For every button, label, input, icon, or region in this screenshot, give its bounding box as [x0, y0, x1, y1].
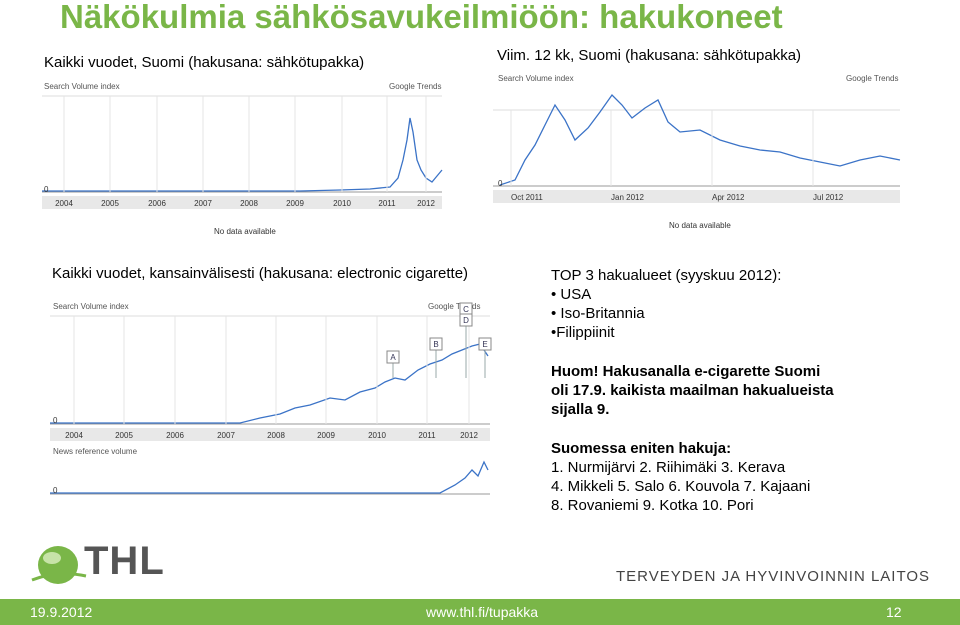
- chart-text: A: [390, 353, 396, 362]
- trend-charts: 2004 2005 2006 2007 2008 2009 2010 2011 2012 Sear…: [42, 74, 901, 495]
- chart-text: 2010: [368, 431, 386, 440]
- slide-title: Näkökulmia sähkösavukeilmiöön: hakukonee…: [60, 0, 783, 35]
- logo-mark: [31, 546, 87, 584]
- chart-text: 0: [44, 185, 49, 194]
- chart-text: News reference volume: [53, 447, 138, 456]
- marker-box: [429, 337, 443, 351]
- footer-date: 19.9.2012: [30, 604, 93, 620]
- caption: Kaikki vuodet, Suomi (hakusana: sähkötup…: [44, 54, 365, 71]
- chart-text: 2012: [460, 431, 478, 440]
- logo-highlight: [43, 552, 61, 564]
- footer-url: www.thl.fi/tupakka: [426, 604, 539, 620]
- logo-tagline: TERVEYDEN JA HYVINVOINNIN LAITOS: [616, 568, 931, 585]
- chart-text: 2005: [101, 199, 119, 208]
- chart-text: Jan 2012: [611, 193, 644, 202]
- footer-bar: [0, 599, 960, 625]
- chart-text: 2010: [333, 199, 351, 208]
- chart-text: Oct 2011: [511, 193, 543, 202]
- chart-text: No data available: [214, 227, 276, 236]
- caption: Viim. 12 kk, Suomi (hakusana: sähkötupak…: [497, 47, 802, 64]
- trend-line: [42, 117, 443, 192]
- chart-text: Jul 2012: [813, 193, 844, 202]
- logo-globe: [38, 546, 78, 584]
- note-line: oli 17.9. kaikista maailman hakualueista: [551, 382, 834, 399]
- chart-text: Search Volume index: [53, 302, 129, 311]
- cities-heading: Suomessa eniten hakuja:: [551, 440, 732, 457]
- news-line: [50, 460, 489, 494]
- chart-text: 2012: [417, 199, 435, 208]
- chart-text: 2007: [194, 199, 212, 208]
- footer-page: 12: [886, 604, 902, 620]
- chart-text: Search Volume index: [498, 74, 574, 83]
- logo-swoosh: [31, 572, 87, 582]
- note-line: Huom! Hakusanalla e-cigarette Suomi: [551, 363, 821, 380]
- trend-line: [499, 93, 901, 186]
- chart-text: C: [463, 305, 469, 314]
- chart-text: 2009: [317, 431, 335, 440]
- chart-text: 2007: [217, 431, 235, 440]
- trend-line: [50, 343, 489, 424]
- axis-strip: [50, 428, 490, 441]
- chart-text: No data available: [669, 221, 731, 230]
- axis-strip: [493, 190, 900, 203]
- chart-text: B: [433, 340, 438, 349]
- list-item: •Filippiinit: [551, 324, 615, 341]
- note-line: sijalla 9.: [551, 401, 610, 418]
- chart-text: 2008: [267, 431, 285, 440]
- chart-text: 2009: [286, 199, 304, 208]
- chart-text: E: [482, 340, 487, 349]
- list-item: • USA: [551, 286, 592, 303]
- chart-text: Google Trends: [846, 74, 898, 83]
- list-item: • Iso-Britannia: [551, 305, 645, 322]
- cities-line: 1. Nurmijärvi 2. Riihimäki 3. Kerava: [551, 459, 786, 476]
- chart-text: 0: [53, 486, 58, 495]
- chart-text: 2008: [240, 199, 258, 208]
- chart-text: D: [463, 316, 469, 325]
- top-heading: TOP 3 hakualueet (syyskuu 2012):: [551, 267, 782, 284]
- caption: Kaikki vuodet, kansainvälisesti (hakusan…: [52, 265, 469, 282]
- chart-text: Apr 2012: [712, 193, 745, 202]
- chart-text: 2004: [55, 199, 73, 208]
- marker-box: [478, 337, 492, 351]
- cities-line: 4. Mikkeli 5. Salo 6. Kouvola 7. Kajaani: [551, 478, 811, 495]
- chart-text: Search Volume index: [44, 82, 120, 91]
- chart-text: 0: [498, 179, 503, 188]
- marker-box: [459, 313, 473, 327]
- axis-strip: [42, 196, 442, 209]
- chart-text: 2006: [166, 431, 184, 440]
- logo-text: THL: [84, 539, 165, 583]
- marker-box: [386, 350, 400, 364]
- chart-text: 0: [53, 416, 58, 425]
- chart-text: 2011: [378, 199, 396, 208]
- chart-text: 2004: [65, 431, 83, 440]
- chart-text: 2005: [115, 431, 133, 440]
- chart-text: 2011: [418, 431, 436, 440]
- chart-text: Google Trends: [428, 302, 480, 311]
- chart-text: Google Trends: [389, 82, 441, 91]
- chart-text: 2006: [148, 199, 166, 208]
- cities-line: 8. Rovaniemi 9. Kotka 10. Pori: [551, 497, 754, 514]
